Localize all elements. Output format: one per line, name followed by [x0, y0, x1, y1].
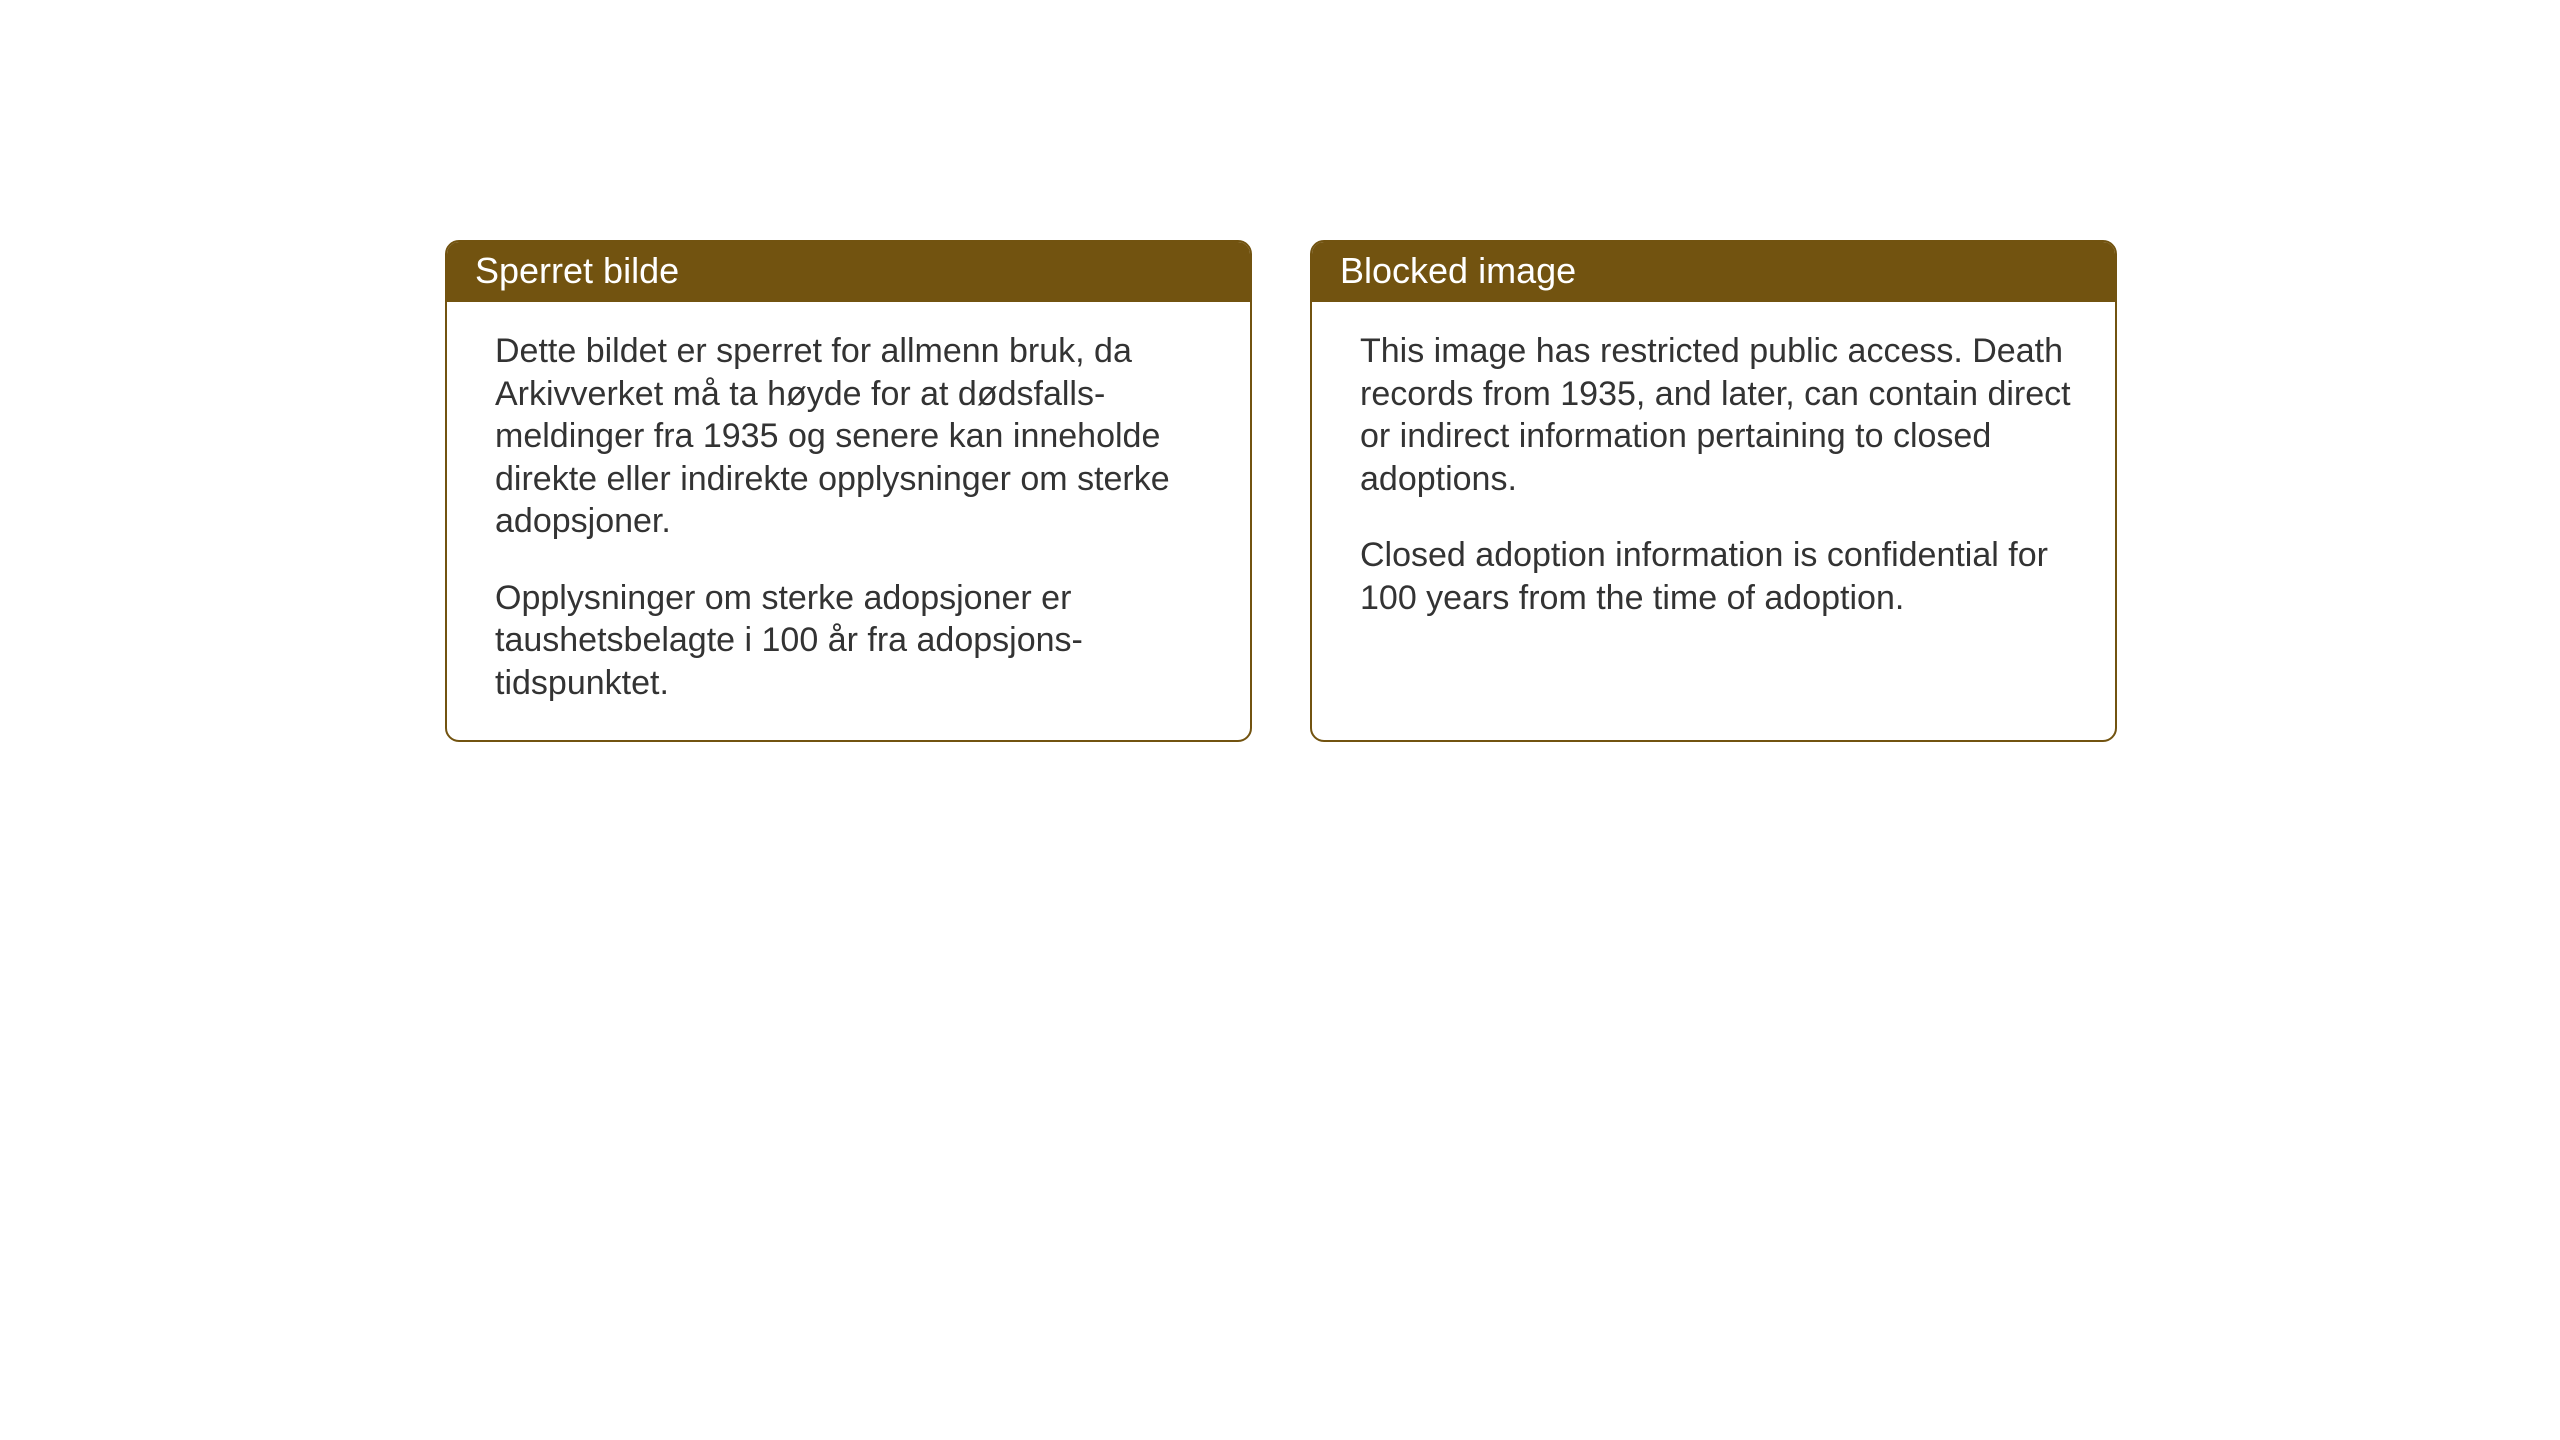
notice-paragraph: This image has restricted public access.…: [1360, 330, 2073, 500]
notice-header-norwegian: Sperret bilde: [447, 242, 1250, 302]
notice-paragraph: Closed adoption information is confident…: [1360, 534, 2073, 619]
notice-container: Sperret bilde Dette bildet er sperret fo…: [445, 240, 2117, 742]
notice-paragraph: Dette bildet er sperret for allmenn bruk…: [495, 330, 1208, 543]
notice-box-norwegian: Sperret bilde Dette bildet er sperret fo…: [445, 240, 1252, 742]
notice-header-english: Blocked image: [1312, 242, 2115, 302]
notice-body-english: This image has restricted public access.…: [1312, 302, 2115, 707]
notice-title-english: Blocked image: [1340, 250, 1576, 291]
notice-title-norwegian: Sperret bilde: [475, 250, 679, 291]
notice-box-english: Blocked image This image has restricted …: [1310, 240, 2117, 742]
notice-body-norwegian: Dette bildet er sperret for allmenn bruk…: [447, 302, 1250, 740]
notice-paragraph: Opplysninger om sterke adopsjoner er tau…: [495, 577, 1208, 705]
